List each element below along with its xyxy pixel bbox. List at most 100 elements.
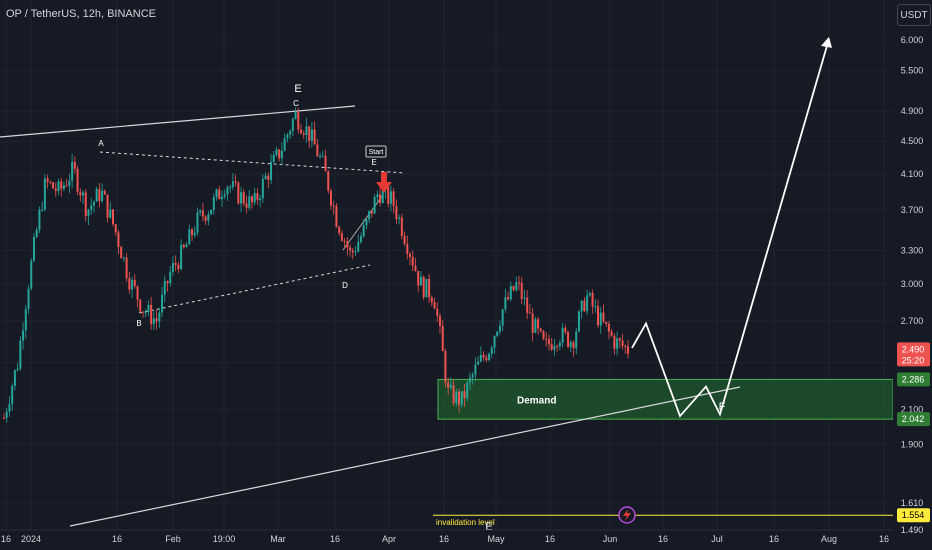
candle-body [32,237,35,261]
svg-text:2.286: 2.286 [902,374,925,384]
candle-body [150,304,153,324]
candle-body [256,193,259,200]
candle-body [297,111,300,130]
time-tick: 16 [769,534,779,544]
candle-body [95,189,98,202]
candle-body [62,185,65,189]
candle-body [259,198,262,200]
candle-body [41,209,44,211]
candle-body [411,256,414,266]
candle-body [174,262,177,265]
candle-body [131,279,134,290]
time-axis[interactable]: 16 2024 16 Feb 19:00 Mar 16 Apr 16 May 16 Jun 16 Jul 1… [0,529,893,544]
candle-body [493,336,496,348]
candle-body [103,190,106,195]
candle-body [226,187,229,195]
candle-body [90,205,93,210]
candle-body [71,161,74,181]
candle-body [395,206,398,219]
candle-body [400,217,403,236]
price-tick: 4.500 [901,136,924,146]
candle-body [610,331,613,336]
candle-body [569,342,572,347]
candle-body [245,203,248,208]
candle-body [92,201,95,206]
candle-body [101,190,104,202]
time-tick: 16 [545,534,555,544]
candle-body [479,355,482,362]
price-axis[interactable]: 6.000 5.500 4.900 4.500 4.100 3.700 3.300 3.000… [893,0,932,550]
candle-body [343,240,346,242]
candle-body [313,129,316,145]
candle-body [558,342,561,347]
candle-body [534,319,537,333]
candle-body [117,232,120,247]
currency-selector[interactable]: USDT [897,4,931,26]
candle-body [387,186,390,204]
time-tick: 16 [1,534,11,544]
candle-body [351,250,354,253]
candle-body [627,346,629,354]
price-tick: 1.900 [901,439,924,449]
demand-price-badge [897,412,930,427]
candle-body [324,155,327,172]
candle-body [13,370,16,386]
candle-body [588,293,591,296]
wave-label-e: E [485,521,492,533]
candle-body [436,308,439,316]
candle-body [280,150,283,159]
candle-body [419,276,422,286]
candle-body [204,216,207,221]
candle-body [136,286,139,300]
candle-body [490,347,493,354]
candle-body [98,189,101,202]
candle-body [373,196,376,214]
candle-body [65,185,68,187]
lightning-icon[interactable] [618,506,636,524]
lower-support-line [69,386,741,527]
candle-body [261,178,264,199]
candle-body [294,111,297,119]
down-arrow-icon [381,172,387,183]
time-tick: Aug [821,534,837,544]
candle-body [485,357,488,361]
candle-body [300,129,303,134]
candle-body [231,181,234,187]
time-tick: Feb [165,534,181,544]
candle-body [335,206,338,227]
price-tick: 2.100 [901,404,924,414]
candle-body [447,382,450,388]
candle-body [49,181,52,183]
candle-body [73,161,76,169]
candle-body [188,229,191,245]
candle-body [125,257,128,279]
candle-body [289,131,292,135]
candle-body [425,278,428,298]
candle-body [354,251,357,253]
wave-label-b: B [136,319,141,328]
price-tick: 6.000 [901,35,924,45]
time-tick: 16 [330,534,340,544]
candle-body [122,257,125,259]
candle-body [509,285,512,300]
candle-body [133,279,136,287]
candle-body [5,411,8,418]
candle-body [449,385,452,388]
candle-body [597,306,600,326]
candle-body [141,311,144,313]
candle-body [169,271,172,284]
candle-body [618,338,621,341]
candle-body [54,188,57,191]
candle-body [561,327,564,343]
candle-body [316,144,319,157]
candle-body [458,391,461,405]
wave-label-a: A [98,139,104,148]
time-tick: 19:00 [213,534,236,544]
candle-body [539,328,542,332]
candle-body [180,244,183,270]
candle-body [379,194,382,203]
candle-body [220,196,223,200]
candle-body [607,324,610,332]
candle-body [319,155,322,157]
